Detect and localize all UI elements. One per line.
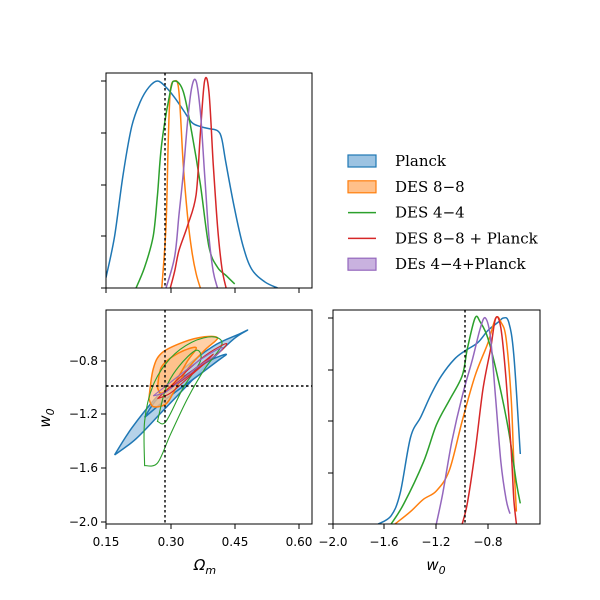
contour-line <box>152 347 224 397</box>
legend-swatch <box>347 180 377 194</box>
omega-tick-label: 0.45 <box>222 535 249 549</box>
omega-marginal-curves <box>106 76 278 288</box>
legend-item: DES 8−8 <box>347 178 465 196</box>
x-tick-labels-w0: −2.0 −1.6 −1.2 −0.8 <box>318 535 502 549</box>
contour-line <box>156 346 198 395</box>
omega-marginal-ticks <box>101 80 300 293</box>
y-axis-label-w0: w0 <box>36 408 57 427</box>
legend-label: DES 4−4 <box>395 204 465 222</box>
legend-item: DES 4−4 <box>348 204 465 222</box>
w0-marginal-curves <box>377 315 522 524</box>
omega-tick-label: 0.30 <box>158 535 185 549</box>
omega-marginal-line <box>135 80 236 288</box>
legend-label: Planck <box>395 152 447 170</box>
w0-tick-label: −2.0 <box>69 515 98 529</box>
omega-tick-label: 0.15 <box>93 535 120 549</box>
legend-swatch <box>347 257 377 271</box>
legend-item: DES 8−8 + Planck <box>348 229 539 247</box>
x-axis-label-w0: w0 <box>426 556 445 577</box>
contour-line <box>143 336 223 467</box>
legend-item: Planck <box>347 152 447 170</box>
w0-tick-label: −1.2 <box>69 407 98 421</box>
legend: Planck DES 8−8 DES 4−4 DES 8−8 + Planck DEs … <box>347 152 539 273</box>
w0-marginal-ticks <box>328 317 489 529</box>
w0-marginal-line <box>390 315 522 524</box>
contour-line <box>157 343 228 400</box>
panel-2d-omega-w0: −0.8 −1.2 −1.6 −2.0 0.15 0.30 0.45 0.60 … <box>36 309 313 577</box>
w0-tick-label: −1.6 <box>69 461 98 475</box>
w0-marginal-line <box>377 316 522 524</box>
w0-x-tick-label: −1.2 <box>421 535 450 549</box>
omega-tick-label: 0.60 <box>286 535 313 549</box>
panel-omega-marginal <box>101 72 313 293</box>
legend-label: DEs 4−4+Planck <box>395 255 527 273</box>
panel-w0-marginal: −2.0 −1.6 −1.2 −0.8 w0 <box>318 309 541 577</box>
w0-marginal-line <box>435 316 511 524</box>
x-tick-labels-omega: 0.15 0.30 0.45 0.60 <box>93 535 313 549</box>
omega-marginal-line <box>165 78 219 288</box>
y-tick-labels: −0.8 −1.2 −1.6 −2.0 <box>69 354 98 529</box>
w0-marginal-line <box>394 315 518 524</box>
legend-label: DES 8−8 + Planck <box>395 229 539 247</box>
omega-marginal-line <box>106 80 278 288</box>
joint-contours <box>113 329 249 467</box>
joint-frame <box>105 309 313 525</box>
x-axis-label-omega: Ωm <box>193 556 216 577</box>
omega-marginal-line <box>161 79 202 288</box>
legend-item: DEs 4−4+Planck <box>347 255 527 273</box>
w0-x-tick-label: −2.0 <box>318 535 347 549</box>
omega-marginal-frame <box>105 72 313 289</box>
w0-x-tick-label: −0.8 <box>473 535 502 549</box>
legend-swatch <box>347 154 377 168</box>
w0-tick-label: −0.8 <box>69 354 98 368</box>
legend-label: DES 8−8 <box>395 178 465 196</box>
w0-x-tick-label: −1.6 <box>369 535 398 549</box>
w0-marginal-line <box>461 315 518 524</box>
omega-marginal-line <box>169 76 227 288</box>
joint-ticks <box>101 360 300 529</box>
